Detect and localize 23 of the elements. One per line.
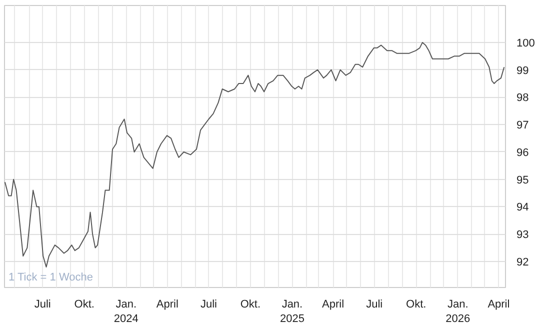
y-tick-label: 96 — [516, 146, 529, 159]
y-tick-label: 99 — [516, 64, 529, 77]
x-tick-label: Juli — [366, 298, 383, 310]
x-tick-label: Jan. 2024 — [114, 298, 138, 325]
y-tick-label: 95 — [516, 174, 529, 186]
x-tick-label: Jan. 2026 — [446, 298, 470, 325]
y-tick-label: 100 — [516, 37, 535, 50]
x-tick-label: April — [322, 298, 344, 310]
x-tick-label: Okt. — [406, 298, 426, 310]
annotation: 1 Tick = 1 Woche — [8, 272, 93, 284]
x-tick-label: Okt. — [240, 298, 261, 310]
y-tick-label: 94 — [516, 202, 529, 214]
x-tick-label: April — [488, 298, 510, 310]
line-series — [4, 42, 505, 268]
x-tick-label: Juli — [200, 298, 217, 310]
y-tick-label: 93 — [516, 229, 529, 242]
y-tick-label: 92 — [516, 256, 529, 268]
x-tick-label: April — [156, 298, 178, 310]
x-tick-label: Okt. — [74, 298, 94, 310]
y-tick-label: 97 — [516, 120, 529, 132]
x-tick-label: Juli — [34, 298, 51, 310]
x-tick-label: Jan. 2025 — [280, 298, 304, 325]
y-tick-label: 98 — [516, 92, 529, 104]
